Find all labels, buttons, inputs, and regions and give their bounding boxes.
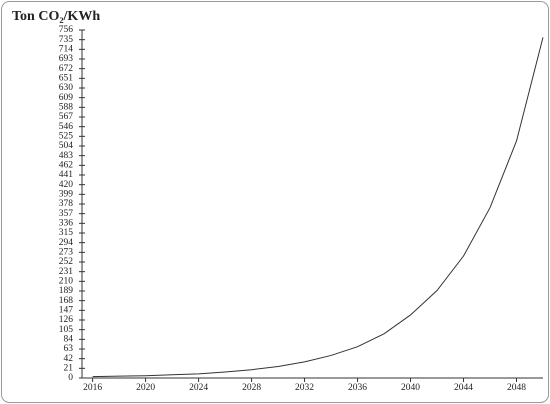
y-tick-label: 672 xyxy=(59,64,74,74)
x-tick-label: 2044 xyxy=(454,383,473,393)
y-tick-label: 756 xyxy=(59,25,74,35)
y-tick-label: 357 xyxy=(59,209,74,219)
chart-title: Ton CO₂/KWh xyxy=(12,9,100,24)
x-tick-label: 2028 xyxy=(242,383,261,393)
x-tick-label: 2040 xyxy=(401,383,420,393)
y-tick-label: 441 xyxy=(59,170,74,180)
y-tick-label: 126 xyxy=(59,315,74,325)
x-tick-label: 2048 xyxy=(507,383,526,393)
y-tick-label: 462 xyxy=(59,161,74,171)
y-tick-label: 630 xyxy=(59,83,74,93)
y-tick-label: 0 xyxy=(68,373,73,383)
y-tick-label: 168 xyxy=(59,296,74,306)
y-tick-label: 294 xyxy=(59,238,74,248)
x-tick-label: 2016 xyxy=(83,383,102,393)
y-tick-label: 21 xyxy=(64,364,74,374)
x-tick-label: 2024 xyxy=(189,383,208,393)
y-tick-label: 42 xyxy=(64,354,74,364)
y-tick-label: 273 xyxy=(59,248,74,258)
line-series xyxy=(92,37,544,378)
y-tick-label: 378 xyxy=(59,199,74,209)
x-tick-label: 2020 xyxy=(136,383,155,393)
y-tick-label: 252 xyxy=(59,257,74,267)
y-tick-label: 546 xyxy=(59,122,74,132)
y-tick-label: 420 xyxy=(59,180,74,190)
y-tick-label: 147 xyxy=(59,306,74,316)
y-tick-label: 336 xyxy=(59,219,74,229)
y-tick-label: 483 xyxy=(59,151,74,161)
y-tick-label: 315 xyxy=(59,228,74,238)
y-tick-label: 63 xyxy=(64,344,74,354)
y-tick-label: 567 xyxy=(59,112,74,122)
y-tick-label: 735 xyxy=(59,35,74,45)
x-tick-label: 2032 xyxy=(295,383,314,393)
x-tick-label: 2036 xyxy=(348,383,367,393)
y-tick-label: 231 xyxy=(59,267,74,277)
y-tick-label: 105 xyxy=(59,325,74,335)
y-tick-label: 189 xyxy=(59,286,74,296)
y-tick-label: 84 xyxy=(64,335,74,345)
y-tick-label: 504 xyxy=(59,141,74,151)
y-tick-label: 651 xyxy=(59,74,74,84)
y-tick-label: 588 xyxy=(59,103,74,113)
y-tick-label: 210 xyxy=(59,277,74,287)
y-tick-label: 609 xyxy=(59,93,74,103)
y-tick-label: 714 xyxy=(59,45,74,55)
y-tick-label: 525 xyxy=(59,132,74,142)
y-tick-label: 693 xyxy=(59,54,74,64)
y-tick-label: 399 xyxy=(59,190,74,200)
